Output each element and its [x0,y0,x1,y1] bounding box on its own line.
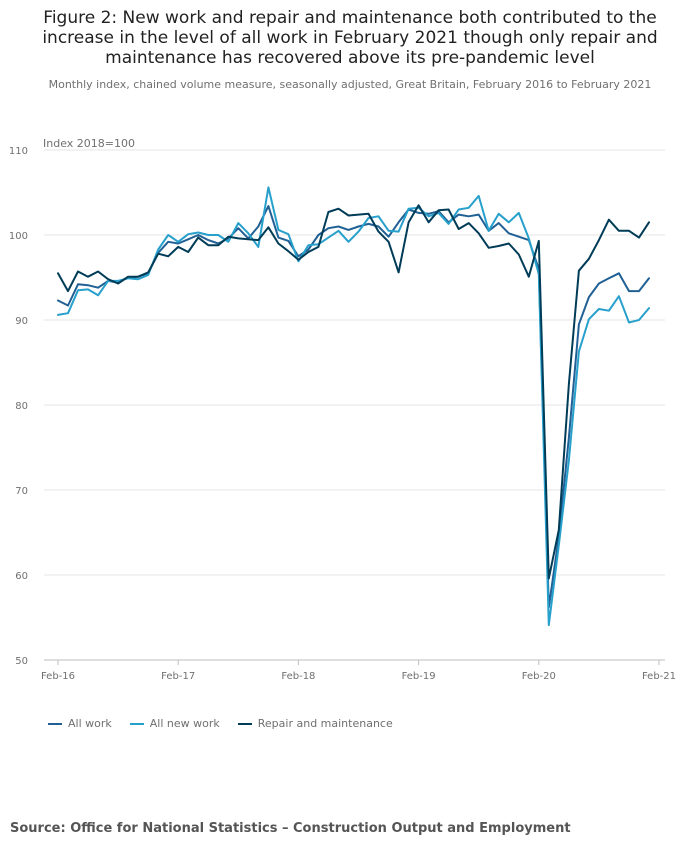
x-tick-label: Feb-21 [642,671,676,682]
chart-subtitle: Monthly index, chained volume measure, s… [48,78,652,91]
x-tick-label: Feb-16 [41,671,75,682]
y-axis-unit-label: Index 2018=100 [43,137,135,150]
x-axis: Feb-16 Feb-17 Feb-18 Feb-19 Feb-20 Feb-21 [41,660,676,682]
x-tick-label: Feb-18 [281,671,315,682]
x-tick-label: Feb-19 [402,671,436,682]
legend-label-all-work: All work [68,717,112,730]
source-note: Source: Office for National Statistics –… [10,821,571,836]
y-tick-label: 50 [15,656,28,667]
legend-swatch-all-work [48,722,62,725]
y-tick-label: 70 [15,486,28,497]
legend-label-repair-and-maintenance: Repair and maintenance [257,717,393,730]
series-line-all-work[interactable] [57,205,650,609]
chart-title: Figure 2: New work and repair and mainte… [42,8,658,68]
y-tick-label: 110 [9,146,28,157]
gridlines [44,149,665,661]
legend-swatch-all-new-work [129,722,144,725]
y-tick-label: 80 [15,401,28,412]
legend-swatch-repair-and-maintenance [237,722,252,725]
legend-label-all-new-work: All new work [149,717,220,730]
y-tick-label: 60 [15,571,28,582]
x-tick-label: Feb-17 [161,671,195,682]
y-tick-label: 90 [15,316,28,327]
legend-item-all-work[interactable]: All work [48,717,112,730]
series-line-repair-and-maintenance[interactable] [57,204,650,580]
series-lines [57,186,650,627]
y-tick-label: 100 [9,231,28,242]
legend-item-repair-and-maintenance[interactable]: Repair and maintenance [237,717,393,730]
legend: All work All new work Repair and mainten… [48,717,393,730]
x-tick-label: Feb-20 [522,671,556,682]
series-line-all-new-work[interactable] [57,186,650,627]
y-axis-ticks: 50 60 70 80 90 100 110 [9,146,28,667]
legend-item-all-new-work[interactable]: All new work [129,717,220,730]
